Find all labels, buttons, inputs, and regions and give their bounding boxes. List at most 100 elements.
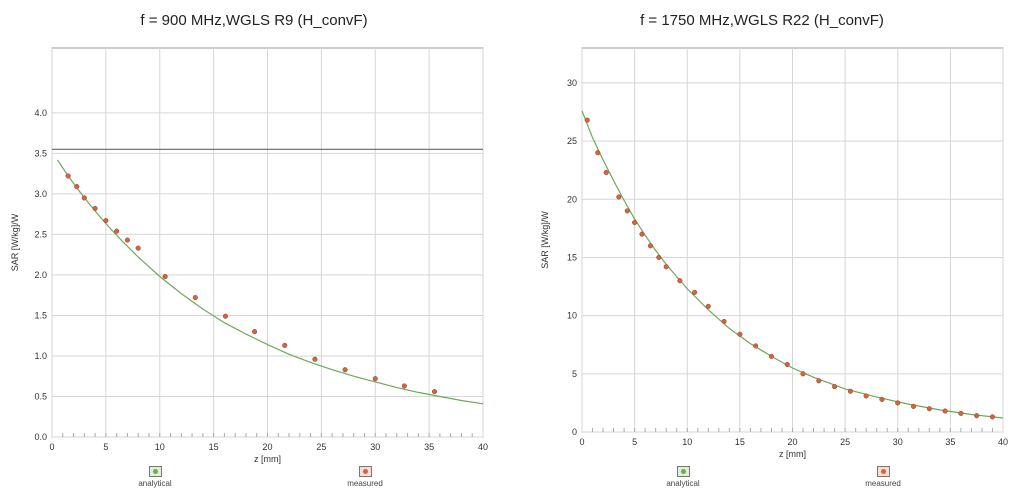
chart-legend: analytical measured — [508, 466, 1016, 500]
y-tick-label: 25 — [567, 136, 577, 146]
series-line-analytical — [581, 110, 1004, 419]
x-tick-label: 35 — [424, 442, 434, 452]
y-tick-label: 0.0 — [34, 432, 47, 442]
x-tick-label: 40 — [478, 442, 488, 452]
x-tick-label: 20 — [262, 442, 272, 452]
data-point-measured — [603, 169, 609, 176]
chart-title: f = 1750 MHz,WGLS R22 (H_convF) — [640, 12, 884, 29]
x-tick-label: 0 — [49, 442, 54, 452]
x-tick-label: 40 — [998, 437, 1008, 447]
y-tick-label: 30 — [567, 78, 577, 88]
data-point-measured — [910, 403, 917, 409]
y-tick-label: 0 — [572, 427, 577, 437]
y-tick-label: 2.0 — [34, 270, 47, 280]
data-point-measured — [252, 329, 258, 335]
data-point-measured — [103, 218, 109, 224]
data-point-measured — [342, 367, 348, 373]
x-tick-label: 35 — [945, 437, 955, 447]
legend-swatch-measured-icon — [876, 466, 890, 477]
data-point-measured — [768, 353, 775, 359]
legend-swatch-measured-icon — [358, 466, 372, 477]
data-point-measured — [753, 343, 759, 349]
x-tick-label: 15 — [735, 437, 745, 447]
data-point-measured — [624, 208, 630, 214]
legend-label: analytical — [666, 479, 700, 488]
chart-panel-900mhz: f = 900 MHz,WGLS R9 (H_convF) 0 5 10 15 20 25… — [0, 12, 508, 500]
y-tick-label: 15 — [567, 252, 577, 262]
data-point-measured — [124, 237, 130, 243]
data-point-measured — [162, 273, 168, 280]
y-tick-label: 1.5 — [34, 310, 47, 320]
chart-legend: analytical measured — [0, 466, 508, 500]
x-tick-label: 5 — [103, 442, 108, 452]
data-point-measured — [663, 264, 669, 270]
x-tick-label: 5 — [632, 437, 637, 447]
data-point-measured — [92, 205, 98, 212]
x-tick-label: 30 — [893, 437, 903, 447]
data-point-measured — [942, 408, 948, 414]
y-tick-label: 1.0 — [34, 351, 47, 361]
data-point-measured — [832, 384, 838, 390]
x-tick-label: 10 — [155, 442, 165, 452]
data-point-measured — [584, 117, 590, 123]
data-point-measured — [705, 303, 711, 309]
y-tick-label: 5 — [572, 369, 577, 379]
legend-item-analytical: analytical — [648, 466, 718, 488]
data-point-measured — [677, 278, 683, 284]
y-tick-label: 10 — [567, 311, 577, 321]
data-point-measured — [282, 342, 288, 348]
legend-swatch-analytical-icon — [676, 466, 690, 477]
data-point-measured — [595, 150, 601, 156]
data-point-measured — [431, 389, 438, 395]
y-tick-label: 20 — [567, 194, 577, 204]
chart-title: f = 900 MHz,WGLS R9 (H_convF) — [140, 12, 368, 29]
y-tick-label: 4.0 — [34, 108, 47, 118]
x-tick-label: 25 — [316, 442, 326, 452]
data-point-measured — [647, 243, 653, 249]
data-point-measured — [81, 195, 87, 201]
x-tick-label: 10 — [682, 437, 692, 447]
chart-plot: 0 5 10 15 20 25 30 35 40 0 5 10 15 20 25 30 z [mm] SAR [W… — [540, 47, 1008, 459]
data-point-measured — [692, 289, 698, 295]
data-point-measured — [879, 396, 885, 402]
data-point-measured — [784, 361, 790, 368]
data-point-measured — [863, 393, 869, 399]
x-axis-label: z [mm] — [779, 449, 806, 459]
legend-item-measured: measured — [848, 466, 918, 488]
legend-item-analytical: analytical — [120, 466, 190, 488]
x-tick-label: 30 — [370, 442, 380, 452]
x-axis-label: z [mm] — [254, 454, 281, 464]
data-point-measured — [192, 295, 198, 301]
data-point-measured — [847, 388, 853, 394]
x-tick-label: 15 — [209, 442, 219, 452]
data-point-measured — [135, 245, 141, 251]
data-point-measured — [65, 173, 71, 179]
data-point-measured — [639, 231, 645, 237]
data-point-measured — [632, 219, 638, 226]
y-tick-label: 3.5 — [34, 148, 47, 158]
data-point-measured — [816, 378, 822, 384]
data-point-measured — [401, 383, 407, 389]
data-point-measured — [895, 400, 901, 406]
y-tick-label: 2.5 — [34, 229, 47, 239]
data-point-measured — [656, 254, 662, 261]
chart-plot: 0 5 10 15 20 25 30 35 40 0.0 0.5 1.0 1.5 2.0 2.5 3.0 3.5… — [10, 47, 488, 464]
series-line-analytical — [56, 159, 484, 405]
data-point-measured — [974, 413, 980, 419]
y-axis-label: SAR [W/kg]/W — [10, 213, 20, 271]
data-point-measured — [222, 313, 229, 319]
legend-label: measured — [347, 479, 383, 488]
legend-label: measured — [865, 479, 901, 488]
y-tick-label: 3.0 — [34, 189, 47, 199]
data-point-measured — [312, 356, 318, 362]
data-point-measured — [114, 228, 120, 234]
legend-item-measured: measured — [330, 466, 400, 488]
y-axis-label: SAR [W/kg]/W — [540, 211, 550, 269]
y-tick-label: 0.5 — [34, 391, 47, 401]
x-tick-label: 25 — [840, 437, 850, 447]
data-point-measured — [616, 194, 622, 200]
data-point-measured — [372, 376, 378, 382]
x-tick-label: 0 — [579, 437, 584, 447]
data-point-measured — [737, 331, 743, 337]
data-point-measured — [958, 410, 964, 416]
